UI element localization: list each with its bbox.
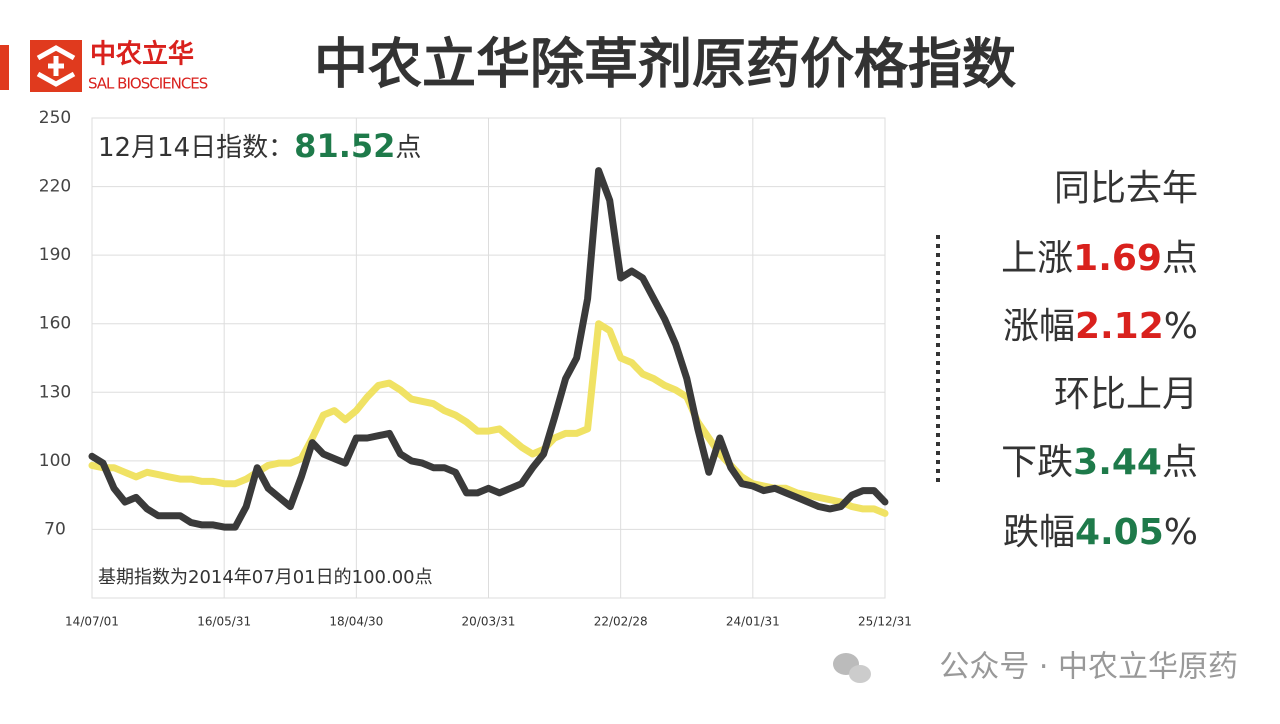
y-tick-label: 250 (39, 108, 71, 128)
x-tick-label: 25/12/31 (858, 615, 912, 629)
annotation: 12月14日指数：81.52点 (98, 127, 421, 165)
logo-icon (30, 40, 82, 92)
logo-cn: 中农立华 (90, 39, 194, 70)
yoy-pct: 涨幅2.12% (1003, 306, 1198, 347)
yoy-title: 同比去年 (1054, 168, 1198, 209)
y-tick-label: 100 (39, 451, 71, 471)
accent-bar (0, 45, 9, 90)
y-tick-label: 160 (39, 314, 71, 334)
logo-en: SAL BIOSCIENCES (88, 75, 208, 93)
yoy-rise: 上涨1.69点 (1001, 238, 1198, 279)
y-tick-label: 130 (39, 382, 71, 402)
x-tick-label: 24/01/31 (726, 615, 780, 629)
x-tick-label: 16/05/31 (197, 615, 251, 629)
x-tick-label: 18/04/30 (329, 615, 383, 629)
y-tick-label: 220 (39, 177, 71, 197)
mom-title: 环比上月 (1054, 374, 1198, 415)
y-tick-label: 190 (39, 245, 71, 265)
x-tick-label: 14/07/01 (65, 615, 119, 629)
mom-fall: 下跌3.44点 (1001, 442, 1198, 483)
x-tick-label: 22/02/28 (594, 615, 648, 629)
series-line (88, 167, 889, 531)
x-tick-label: 20/03/31 (462, 615, 516, 629)
page-title: 中农立华除草剂原药价格指数 (314, 33, 1016, 96)
wechat-icon (833, 653, 871, 683)
base-note: 基期指数为2014年07月01日的100.00点 (98, 567, 433, 588)
watermark: 公众号 · 中农立华原药 (939, 650, 1238, 685)
mom-pct: 跌幅4.05% (1003, 512, 1198, 553)
y-tick-label: 70 (44, 519, 66, 539)
